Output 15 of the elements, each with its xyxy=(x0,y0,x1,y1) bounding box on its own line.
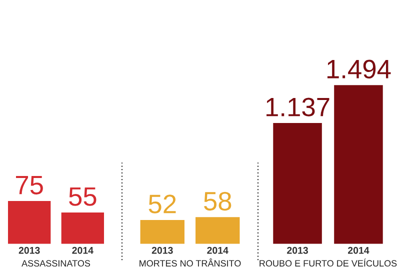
data-label: 75 xyxy=(16,176,43,194)
x-tick-label: 2013 xyxy=(18,246,40,254)
data-label: 55 xyxy=(69,187,96,206)
x-axis-title: MORTES NO TRÂNSITO xyxy=(140,258,241,267)
x-tick-label: 2013 xyxy=(152,246,173,254)
data-label: 1.494 xyxy=(327,60,391,78)
x-tick-label: 2014 xyxy=(72,246,94,254)
x-tick-label: 2014 xyxy=(348,246,370,254)
data-label: 58 xyxy=(204,192,232,211)
data-label: 1.137 xyxy=(266,98,330,116)
x-axis-title: ROUBO E FURTO DE VEÍCULOS xyxy=(260,258,397,267)
x-tick-label: 2013 xyxy=(287,246,308,254)
x-axis-title: ASSASSINATOS xyxy=(22,260,90,267)
data-label: 52 xyxy=(148,194,176,214)
x-tick-label: 2014 xyxy=(207,246,228,254)
